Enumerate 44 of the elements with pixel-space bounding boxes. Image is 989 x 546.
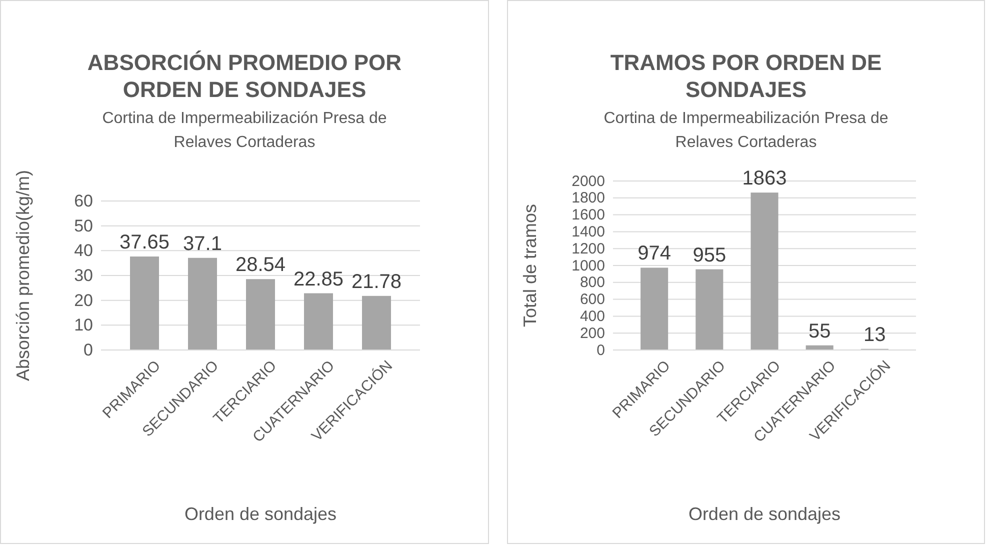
y-tick-label: 40 bbox=[74, 241, 93, 260]
y-tick-label: 400 bbox=[580, 308, 605, 325]
data-label: 28.54 bbox=[235, 254, 286, 276]
data-label: 55 bbox=[808, 320, 831, 342]
data-label: 955 bbox=[692, 244, 726, 266]
x-axis-title: Orden de sondajes bbox=[688, 504, 841, 524]
y-tick-label: 2000 bbox=[572, 172, 605, 190]
y-tick-label: 1400 bbox=[572, 224, 605, 240]
data-label: 37.1 bbox=[183, 232, 222, 255]
bar bbox=[362, 296, 391, 350]
bar bbox=[130, 256, 159, 350]
y-tick-label: 600 bbox=[580, 291, 605, 308]
y-tick-label: 50 bbox=[74, 216, 93, 236]
y-axis-title: Total de tramos bbox=[520, 204, 540, 328]
y-tick-label: 800 bbox=[580, 274, 605, 292]
y-tick-label: 1000 bbox=[572, 257, 605, 274]
data-label: 22.85 bbox=[293, 268, 344, 290]
chart-subtitle: Cortina de Impermeabilización Presa de Relaves Cortaderas bbox=[602, 109, 890, 153]
y-tick-label: 200 bbox=[580, 324, 605, 342]
data-label: 37.65 bbox=[119, 232, 170, 254]
chart-title: ABSORCIÓN PROMEDIO POR ORDEN DE SONDAJES bbox=[86, 49, 403, 103]
bar bbox=[696, 269, 724, 350]
data-label: 13 bbox=[864, 324, 886, 346]
y-tick-label: 1200 bbox=[572, 240, 605, 258]
y-tick-label: 1600 bbox=[572, 206, 605, 224]
y-tick-label: 20 bbox=[74, 290, 93, 310]
y-tick-label: 0 bbox=[596, 342, 605, 359]
bar bbox=[188, 258, 217, 350]
y-tick-label: 0 bbox=[84, 340, 93, 360]
bar bbox=[640, 268, 668, 350]
data-label: 21.78 bbox=[351, 270, 402, 293]
y-tick-label: 1800 bbox=[572, 190, 605, 207]
bar bbox=[246, 279, 275, 350]
data-label: 974 bbox=[638, 242, 672, 265]
bar bbox=[750, 192, 778, 350]
bar bbox=[304, 293, 333, 350]
chart-subtitle: Cortina de Impermeabilización Presa de Relaves Cortaderas bbox=[101, 109, 388, 153]
x-axis-title: Orden de sondajes bbox=[184, 504, 337, 524]
y-tick-label: 30 bbox=[74, 266, 93, 285]
y-axis-title: Absorción promedio(kg/m) bbox=[13, 170, 33, 382]
y-tick-label: 10 bbox=[74, 316, 93, 335]
chart-title: TRAMOS POR ORDEN DE SONDAJES bbox=[609, 49, 883, 103]
data-label: 1863 bbox=[742, 168, 787, 190]
y-tick-label: 60 bbox=[74, 191, 93, 210]
